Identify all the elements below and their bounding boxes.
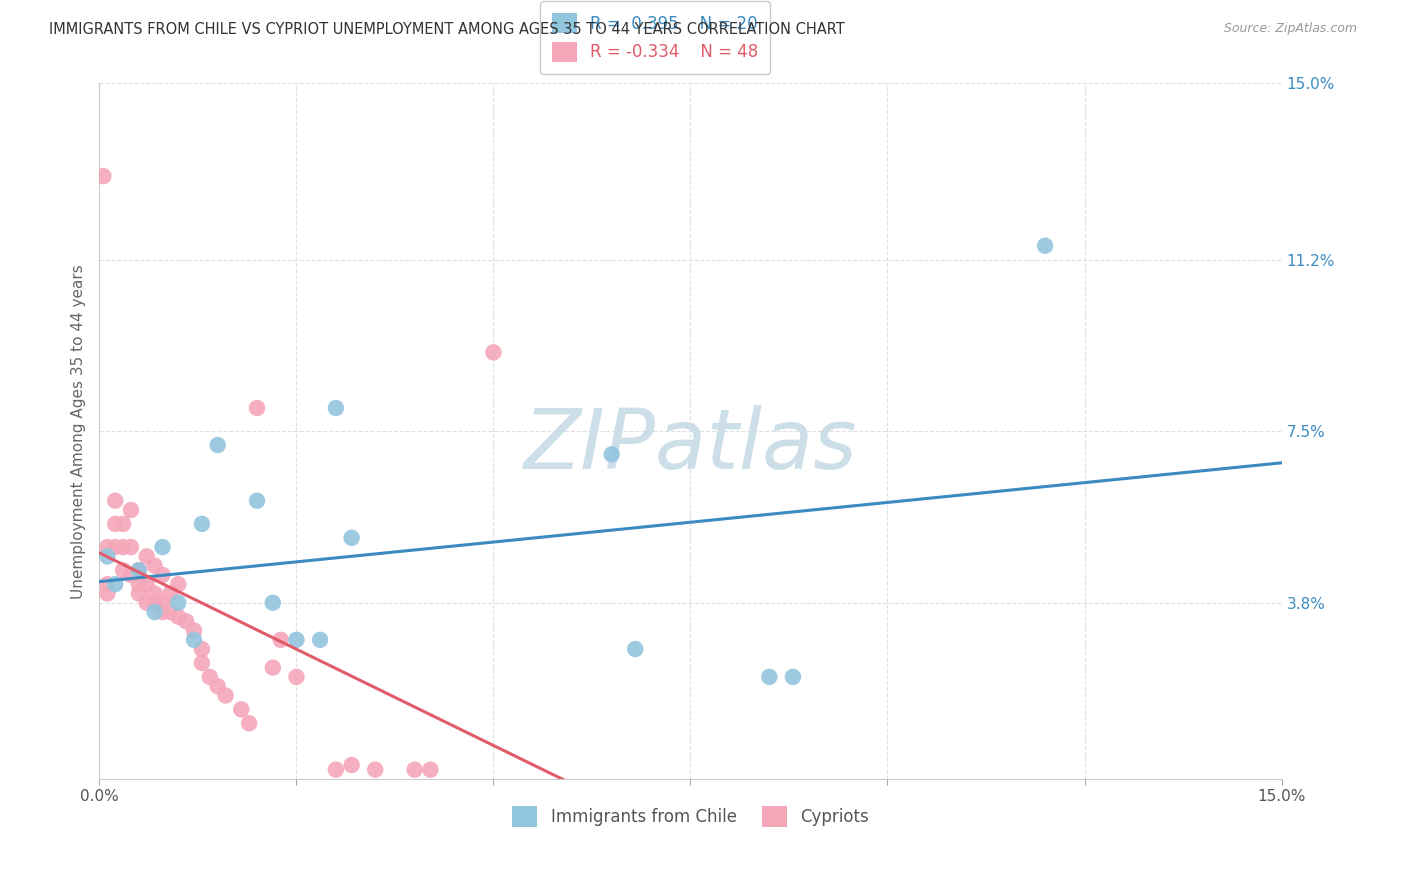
Point [482, 345, 505, 359]
Point [183, 632, 205, 647]
Point [152, 596, 174, 610]
Point [207, 679, 229, 693]
Point [214, 689, 236, 703]
Point [231, 702, 253, 716]
Point [600, 447, 623, 461]
Point [167, 596, 190, 610]
Point [340, 531, 363, 545]
Point [309, 632, 332, 647]
Point [104, 493, 127, 508]
Point [152, 605, 174, 619]
Point [96, 540, 118, 554]
Point [340, 758, 363, 772]
Point [135, 596, 157, 610]
Point [238, 716, 260, 731]
Point [174, 614, 197, 628]
Point [135, 549, 157, 564]
Point [404, 763, 426, 777]
Point [128, 563, 150, 577]
Point [96, 586, 118, 600]
Point [183, 624, 205, 638]
Point [112, 516, 135, 531]
Point [112, 540, 135, 554]
Point [191, 642, 214, 657]
Point [198, 670, 221, 684]
Legend: Immigrants from Chile, Cypriots: Immigrants from Chile, Cypriots [506, 799, 876, 833]
Point [143, 605, 166, 619]
Point [96, 577, 118, 591]
Point [120, 568, 142, 582]
Text: Source: ZipAtlas.com: Source: ZipAtlas.com [1223, 22, 1357, 36]
Point [93, 169, 115, 184]
Point [191, 656, 214, 670]
Point [104, 516, 127, 531]
Point [624, 642, 647, 657]
Point [120, 503, 142, 517]
Point [285, 670, 308, 684]
Point [143, 596, 166, 610]
Point [104, 577, 127, 591]
Point [270, 632, 292, 647]
Point [285, 632, 308, 647]
Point [325, 763, 347, 777]
Point [104, 540, 127, 554]
Point [758, 670, 780, 684]
Text: ZIPatlas: ZIPatlas [523, 405, 858, 485]
Point [143, 586, 166, 600]
Point [96, 549, 118, 564]
Point [207, 438, 229, 452]
Point [364, 763, 387, 777]
Point [159, 605, 181, 619]
Point [167, 609, 190, 624]
Y-axis label: Unemployment Among Ages 35 to 44 years: Unemployment Among Ages 35 to 44 years [72, 264, 86, 599]
Point [128, 563, 150, 577]
Point [782, 670, 804, 684]
Point [246, 401, 269, 415]
Point [325, 401, 347, 415]
Point [167, 577, 190, 591]
Point [128, 577, 150, 591]
Point [128, 586, 150, 600]
Point [112, 563, 135, 577]
Point [152, 568, 174, 582]
Point [152, 540, 174, 554]
Point [246, 493, 269, 508]
Point [135, 577, 157, 591]
Point [143, 558, 166, 573]
Text: IMMIGRANTS FROM CHILE VS CYPRIOT UNEMPLOYMENT AMONG AGES 35 TO 44 YEARS CORRELAT: IMMIGRANTS FROM CHILE VS CYPRIOT UNEMPLO… [49, 22, 845, 37]
Point [120, 540, 142, 554]
Point [262, 660, 284, 674]
Point [1033, 238, 1056, 252]
Point [419, 763, 441, 777]
Point [191, 516, 214, 531]
Point [159, 586, 181, 600]
Point [262, 596, 284, 610]
